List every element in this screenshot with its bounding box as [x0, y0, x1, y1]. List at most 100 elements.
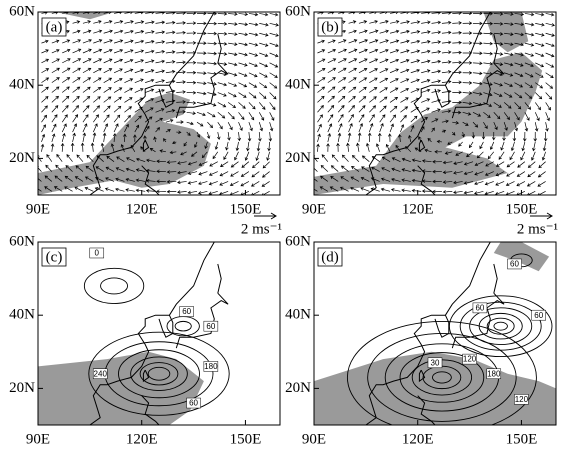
- wind-vector: [186, 21, 197, 25]
- wind-vector: [541, 151, 546, 161]
- wind-vector: [103, 20, 113, 24]
- wind-vector: [51, 77, 60, 83]
- wind-vector: [369, 29, 379, 34]
- wind-vector: [493, 82, 503, 87]
- wind-vector: [113, 39, 124, 44]
- wind-vector: [172, 140, 177, 145]
- lon-label: 120E: [126, 431, 158, 447]
- wind-vector: [96, 155, 104, 162]
- lon-label: 90E: [26, 201, 50, 217]
- wind-vector: [248, 102, 256, 110]
- contour-label: 120: [463, 355, 477, 364]
- wind-vector: [506, 171, 515, 177]
- wind-vector: [453, 161, 463, 165]
- wind-vector: [208, 191, 218, 195]
- wind-vector: [401, 168, 411, 172]
- wind-vector: [514, 92, 523, 99]
- wind-vector: [504, 82, 514, 87]
- wind-vector: [418, 136, 422, 143]
- wind-vector: [358, 77, 368, 83]
- wind-vector: [41, 96, 49, 103]
- wind-vector: [369, 105, 377, 113]
- wind-vector: [317, 86, 326, 93]
- wind-vector: [371, 166, 380, 172]
- wind-vector: [51, 133, 56, 143]
- wind-vector: [327, 48, 337, 54]
- wind-vector: [165, 40, 176, 45]
- wind-vector: [255, 151, 260, 161]
- panel-label: (c): [46, 249, 63, 265]
- wind-vector: [463, 190, 474, 195]
- wind-vector: [474, 161, 484, 167]
- wind-vector: [545, 72, 554, 79]
- contour: [399, 352, 485, 403]
- wind-vector: [462, 71, 473, 75]
- wind-vector: [259, 42, 269, 47]
- wind-vector: [186, 41, 197, 45]
- wind-vector: [524, 52, 535, 57]
- wind-vector: [259, 52, 269, 57]
- wind-vector: [123, 133, 127, 142]
- wind-vector: [103, 105, 111, 113]
- wind-vector: [72, 58, 82, 64]
- wind-vector: [338, 39, 347, 44]
- wind-vector: [317, 133, 321, 143]
- wind-vector: [379, 114, 386, 123]
- wind-vector: [105, 177, 115, 182]
- frame: [313, 11, 557, 196]
- wind-vector: [235, 141, 240, 152]
- wind-vector: [427, 137, 432, 143]
- wind-vector: [113, 58, 124, 64]
- wind-vector: [379, 77, 389, 83]
- wind-vector: [41, 49, 49, 54]
- wind-vector: [113, 87, 123, 93]
- wind-vector: [156, 169, 166, 174]
- wind-vector: [166, 189, 177, 194]
- contour-label-box: [462, 353, 477, 365]
- contour-label-box: [531, 309, 546, 321]
- contour-label: 60: [475, 303, 484, 312]
- wind-vector: [61, 132, 66, 143]
- wind-vector: [360, 187, 370, 192]
- wind-vector: [447, 141, 453, 145]
- wind-vector: [196, 111, 206, 117]
- coastline: [217, 33, 222, 64]
- wind-vector: [82, 58, 92, 64]
- wind-vector: [452, 60, 462, 65]
- wind-vector: [317, 39, 325, 44]
- wind-vector: [452, 70, 462, 75]
- wind-vector: [135, 157, 146, 163]
- wind-vector: [51, 123, 57, 133]
- wind-vector: [410, 68, 421, 74]
- wind-vector: [514, 32, 525, 37]
- wind-vector: [238, 32, 249, 37]
- map-area: [38, 12, 279, 195]
- contour-label: 30: [431, 358, 440, 367]
- wind-vector: [361, 155, 370, 162]
- wind-vector: [269, 112, 275, 121]
- lon-label: 120E: [402, 431, 434, 447]
- wind-vector: [103, 48, 113, 54]
- wind-vector: [165, 89, 176, 94]
- wind-vector: [166, 160, 177, 164]
- wind-vector: [269, 12, 279, 17]
- wind-vector: [227, 131, 231, 141]
- wind-vector: [198, 171, 208, 176]
- wind-vector: [207, 12, 218, 16]
- wind-vector: [251, 171, 260, 178]
- wind-vector: [219, 171, 229, 177]
- wind-vector: [208, 171, 218, 176]
- wind-vector: [145, 39, 155, 44]
- wind-vector: [368, 122, 374, 133]
- contour: [139, 362, 179, 386]
- wind-vector: [545, 122, 549, 132]
- wind-vector: [348, 114, 354, 123]
- wind-vector: [41, 58, 50, 64]
- wind-vector: [316, 143, 320, 152]
- wind-vector: [537, 171, 546, 178]
- wind-vector: [82, 123, 88, 133]
- coastline: [451, 292, 505, 349]
- wind-vector: [489, 141, 495, 151]
- wind-vector: [70, 142, 75, 152]
- wind-vector: [472, 102, 483, 107]
